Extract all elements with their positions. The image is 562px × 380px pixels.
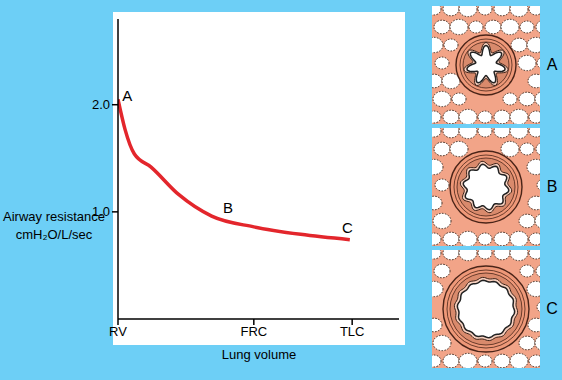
svg-text:TLC: TLC — [340, 324, 365, 339]
html-text:Airway resistance: Airway resistance — [3, 209, 105, 224]
html-text:B: B — [546, 178, 558, 195]
html-text:Lung volume: Lung volume — [221, 347, 297, 362]
svg-text:2.0: 2.0 — [92, 97, 110, 112]
svg-text:FRC: FRC — [240, 324, 267, 339]
svg-text:A: A — [122, 87, 132, 104]
svg-text:RV: RV — [109, 324, 127, 339]
html-text:C: C — [546, 300, 558, 317]
html-text:cmH₂O/L/sec: cmH₂O/L/sec — [15, 227, 93, 242]
svg-text:C: C — [342, 219, 353, 236]
svg-text:B: B — [223, 199, 233, 216]
html-text:A: A — [546, 56, 558, 73]
